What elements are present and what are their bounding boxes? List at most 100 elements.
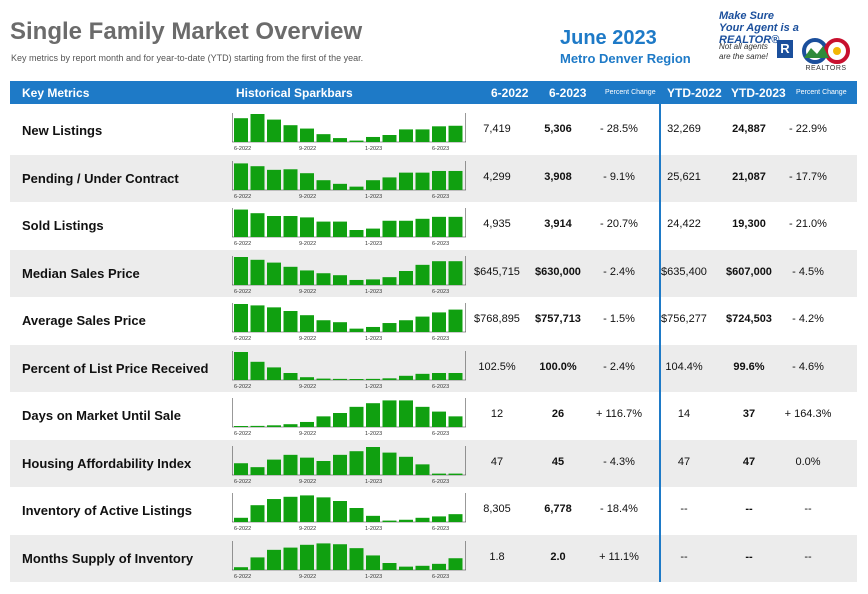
sparkbar-chart: 6-2022 9-2022 1-2023 6-2023 [232, 113, 466, 151]
sparkbar-axis-label: 9-2022 [299, 526, 316, 531]
metric-ytd-curr: $724,503 [726, 313, 772, 325]
sparkbar [300, 421, 314, 427]
sparkbar [432, 372, 446, 380]
sparkbar [300, 128, 314, 142]
metric-m-prev: $645,715 [474, 265, 520, 278]
sparkbar-axis-label: 9-2022 [299, 289, 316, 294]
metric-ytd-pct: - 22.9% [789, 123, 827, 135]
metric-ytd-curr: 37 [742, 408, 756, 420]
sparkbar-axis-label: 6-2022 [234, 241, 251, 246]
sparkbar-axis-label: 6-2023 [432, 289, 449, 294]
metric-pct: - 1.5% [603, 313, 635, 325]
sparkbar [316, 179, 331, 190]
metric-m-curr: 3,914 [544, 218, 572, 230]
sparkbar [267, 119, 281, 142]
metric-pct: - 2.4% [603, 265, 635, 278]
sparkbar [432, 260, 446, 285]
sparkbar [415, 264, 430, 285]
sparkbar [267, 216, 281, 237]
sparkbar [316, 378, 331, 380]
metric-row: Median Sales Price 6-2022 9-2022 1-2023 6-20… [10, 249, 857, 297]
metric-ytd-prev: 32,269 [667, 123, 701, 135]
metric-ytd-pct: - 21.0% [789, 218, 827, 230]
col-ytd-curr: YTD-2023 [731, 86, 786, 100]
sparkbar [234, 304, 248, 332]
sparkbar [448, 260, 463, 285]
sparkbar [432, 516, 446, 522]
sparkbar [316, 460, 331, 475]
sparkbar [399, 519, 413, 522]
metric-row: Inventory of Active Listings 6-2022 9-2022… [10, 487, 857, 534]
sparkbar [283, 266, 298, 285]
metric-ytd-curr: -- [745, 550, 753, 563]
sparkbar [448, 309, 463, 332]
sparkbar [300, 495, 314, 522]
sparkbar-axis-label: 6-2023 [432, 194, 449, 199]
sparkbar [250, 114, 265, 142]
sparkbar [432, 312, 446, 332]
metric-label: Months Supply of Inventory [22, 550, 194, 566]
metric-ytd-pct: -- [804, 550, 812, 563]
metric-label: Inventory of Active Listings [22, 503, 192, 518]
sparkbar-chart: 6-2022 9-2022 1-2023 6-2023 [232, 160, 466, 199]
sparkbar [366, 554, 380, 570]
sparkbar [349, 406, 364, 427]
sparkbar [382, 176, 397, 190]
sparkbar [349, 450, 364, 475]
sparkbar [300, 376, 314, 380]
sparkbar [366, 446, 380, 475]
metric-ytd-prev: 47 [677, 455, 691, 468]
sparkbar [399, 270, 413, 285]
sparkbar [366, 179, 380, 190]
sparkbar [382, 400, 397, 427]
col-ytd-prev: YTD-2022 [667, 86, 722, 100]
sparkbar [283, 216, 298, 237]
sparkbar [267, 459, 281, 475]
metric-pct: - 2.4% [603, 360, 635, 373]
sparkbar-axis-label: 9-2022 [299, 336, 316, 341]
sparkbar-axis-label: 6-2022 [234, 336, 251, 341]
sparkbar [300, 172, 314, 190]
metric-ytd-prev: -- [680, 550, 688, 563]
sparkbar [300, 457, 314, 475]
sparkbar-chart: 6-2022 9-2022 1-2023 6-2023 [232, 398, 466, 436]
metric-m-prev: 12 [490, 408, 504, 420]
metric-m-curr: 2.0 [550, 550, 566, 563]
metric-ytd-pct: + 164.3% [784, 408, 832, 420]
sparkbar-chart: 6-2022 9-2022 1-2023 6-2023 [232, 350, 466, 389]
sparkbar [267, 499, 281, 522]
sparkbar [382, 323, 397, 332]
sparkbar [316, 221, 331, 237]
sparkbar [382, 220, 397, 237]
sparkbar [250, 466, 265, 475]
metric-ytd-curr: $607,000 [726, 265, 772, 278]
sparkbar-axis-label: 6-2023 [432, 336, 449, 341]
sparkbar [283, 168, 298, 190]
sparkbar [349, 279, 364, 285]
metric-ytd-pct: - 4.5% [792, 265, 824, 278]
sparkbar-axis-label: 6-2023 [432, 574, 449, 579]
sparkbar [382, 276, 397, 285]
sparkbar [349, 186, 364, 190]
sparkbar-axis-label: 9-2022 [299, 241, 316, 246]
sparkbar [382, 562, 397, 570]
sparkbar [366, 228, 380, 237]
metric-label: Pending / Under Contract [22, 170, 179, 186]
metric-ytd-prev: $635,400 [661, 265, 707, 278]
sparkbar-axis-label: 6-2023 [432, 479, 449, 484]
metric-pct: - 4.3% [603, 455, 635, 468]
sparkbar-axis-label: 6-2022 [234, 289, 251, 294]
sparkbar [415, 129, 430, 142]
sparkbar [349, 230, 364, 237]
sparkbar [300, 315, 314, 332]
metric-ytd-prev: 24,422 [667, 218, 701, 230]
metric-ytd-curr: -- [745, 503, 753, 515]
realtor-promo: Make Sure Your Agent is a REALTOR® Not a… [719, 10, 859, 72]
sparkbar-axis-label: 6-2022 [234, 194, 251, 199]
sparkbar [234, 256, 248, 285]
metric-m-curr: 26 [551, 408, 565, 420]
sparkbar-axis-label: 1-2023 [365, 526, 382, 531]
sparkbar [448, 216, 463, 237]
metric-m-prev: 47 [490, 455, 504, 468]
sparkbar [366, 378, 380, 380]
